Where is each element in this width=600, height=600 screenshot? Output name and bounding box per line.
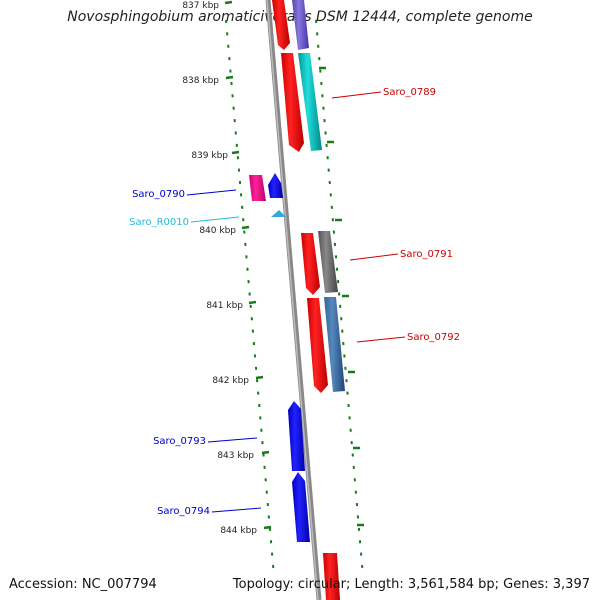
rna-arrow-saro-r0010: [271, 210, 286, 217]
gene-label: Saro_0793: [153, 436, 206, 447]
gene-arrow-saro-0790: [268, 173, 283, 198]
tick-label: 840 kbp: [199, 226, 236, 236]
gene-label: Saro_R0010: [129, 217, 189, 228]
tick-mark: [241, 225, 250, 230]
gene-arrow-saro-0793: [288, 401, 305, 471]
inner-dotted-ring: [225, 19, 275, 569]
gene-arrow-saro-0790-pink: [249, 175, 266, 201]
tick-mark: [263, 525, 272, 530]
gene-arrow: [318, 231, 338, 293]
tick-label: 844 kbp: [220, 526, 257, 536]
tick-label: 841 kbp: [206, 301, 243, 311]
gene-arrow-saro-0791: [301, 233, 320, 295]
gene-arrow-saro-0792: [307, 298, 328, 393]
tick-mark: [231, 150, 240, 155]
gene-arrow: [324, 297, 345, 392]
tick-marks: [224, 0, 364, 530]
gene-features: [249, 0, 345, 600]
tick-label: 838 kbp: [182, 76, 219, 86]
tick-label: 842 kbp: [212, 376, 249, 386]
tick-label: 839 kbp: [191, 151, 228, 161]
label-leaders: [186, 91, 406, 513]
gene-label: Saro_0791: [400, 249, 453, 260]
tick-labels: 837 kbp 838 kbp 839 kbp 840 kbp 841 kbp …: [182, 1, 257, 536]
genome-backbone: [265, 0, 322, 600]
outer-dotted-ring: [315, 19, 364, 569]
gene-label: Saro_0790: [132, 189, 185, 200]
gene-label: Saro_0789: [383, 87, 436, 98]
gene-labels: Saro_0789 Saro_0790 Saro_R0010 Saro_0791…: [129, 87, 460, 517]
gene-arrow: [323, 553, 340, 600]
gene-arrow: [292, 0, 309, 50]
tick-mark: [261, 450, 270, 455]
tick-mark: [248, 300, 257, 305]
gene-arrow: [298, 53, 322, 151]
accession-label: Accession: NC_007794: [9, 577, 157, 592]
tick-label: 843 kbp: [217, 451, 254, 461]
gene-arrow-saro-0789: [281, 53, 304, 152]
tick-mark: [255, 375, 264, 380]
gene-arrow-saro-0794: [292, 472, 310, 542]
tick-mark: [225, 75, 234, 80]
gene-label: Saro_0792: [407, 332, 460, 343]
tick-mark: [224, 0, 233, 5]
gene-label: Saro_0794: [157, 506, 210, 517]
tick-label: 837 kbp: [182, 1, 219, 11]
topology-label: Topology: circular; Length: 3,561,584 bp…: [232, 577, 590, 592]
gene-arrow: [272, 0, 290, 50]
